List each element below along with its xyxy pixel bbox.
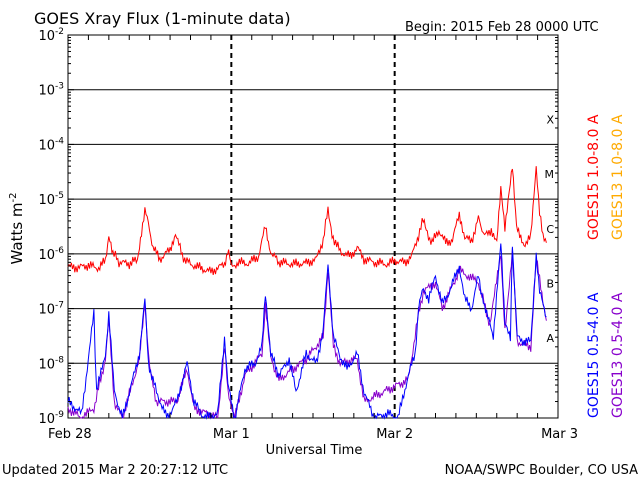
credit-label: NOAA/SWPC Boulder, CO USA	[445, 463, 638, 478]
x-tick-label: Mar 3	[541, 427, 578, 442]
y-tick-exponent: -3	[55, 82, 64, 92]
x-tick-label: Mar 1	[213, 427, 250, 442]
legend-entry: GOES13 1.0-8.0 A	[610, 114, 626, 240]
series-line	[67, 166, 547, 275]
begin-label: Begin: 2015 Feb 28 0000 UTC	[405, 20, 599, 35]
series-layer	[67, 166, 547, 420]
y-axis-label: Watts m-2	[8, 192, 26, 264]
flare-class-label: M	[545, 168, 555, 181]
legend-entry: GOES13 0.5-4.0 A	[610, 292, 626, 418]
y-tick-exponent: -8	[55, 355, 64, 365]
legend-entry: GOES15 0.5-4.0 A	[586, 292, 602, 418]
y-ticks: 10-910-810-710-610-510-410-310-2	[38, 27, 558, 427]
y-tick-label: 10-5	[38, 191, 64, 208]
legend: GOES15 1.0-8.0 A GOES13 1.0-8.0 A GOES15 0…	[586, 114, 626, 418]
y-tick-label: 10-3	[38, 82, 64, 99]
updated-label: Updated 2015 Mar 2 20:27:12 UTC	[2, 463, 228, 478]
y-tick-exponent: -6	[55, 246, 64, 256]
x-tick-label: Mar 2	[376, 427, 413, 442]
y-tick-base: 10	[38, 84, 55, 99]
x-ticks: Feb 28 Mar 1 Mar 2 Mar 3	[48, 35, 578, 442]
y-tick-label: 10-6	[38, 246, 64, 263]
chart-title: GOES Xray Flux (1-minute data)	[34, 9, 291, 28]
plot-frame	[67, 34, 559, 419]
x-axis-label: Universal Time	[266, 443, 363, 458]
y-axis-label-text: Watts m	[8, 202, 26, 264]
y-tick-base: 10	[38, 138, 55, 153]
y-tick-exponent: -9	[55, 410, 64, 420]
x-tick-label: Feb 28	[48, 427, 92, 442]
y-tick-exponent: -4	[55, 136, 64, 146]
flare-class-label: B	[546, 277, 554, 290]
flare-class-labels: A B C M X	[545, 113, 555, 345]
flare-class-label: A	[546, 332, 554, 345]
y-tick-base: 10	[38, 412, 55, 427]
flare-class-label: C	[546, 223, 554, 236]
y-tick-label: 10-8	[38, 355, 64, 372]
y-tick-label: 10-7	[38, 301, 64, 318]
legend-entry: GOES15 1.0-8.0 A	[586, 114, 602, 240]
y-tick-base: 10	[38, 357, 55, 372]
y-axis-label-superscript: -2	[8, 192, 19, 202]
y-tick-base: 10	[38, 193, 55, 208]
y-tick-exponent: -7	[55, 301, 64, 311]
y-tick-base: 10	[38, 248, 55, 263]
series-line	[67, 243, 547, 420]
plot-area: 10-910-810-710-610-510-410-310-2 Feb 28 M…	[38, 27, 578, 442]
y-tick-label: 10-9	[38, 410, 64, 427]
y-tick-base: 10	[38, 29, 55, 44]
y-tick-label: 10-2	[38, 27, 64, 44]
y-tick-exponent: -2	[55, 27, 64, 37]
y-tick-exponent: -5	[55, 191, 64, 201]
y-tick-label: 10-4	[38, 136, 64, 153]
y-tick-base: 10	[38, 303, 55, 318]
flare-class-label: X	[546, 113, 554, 126]
